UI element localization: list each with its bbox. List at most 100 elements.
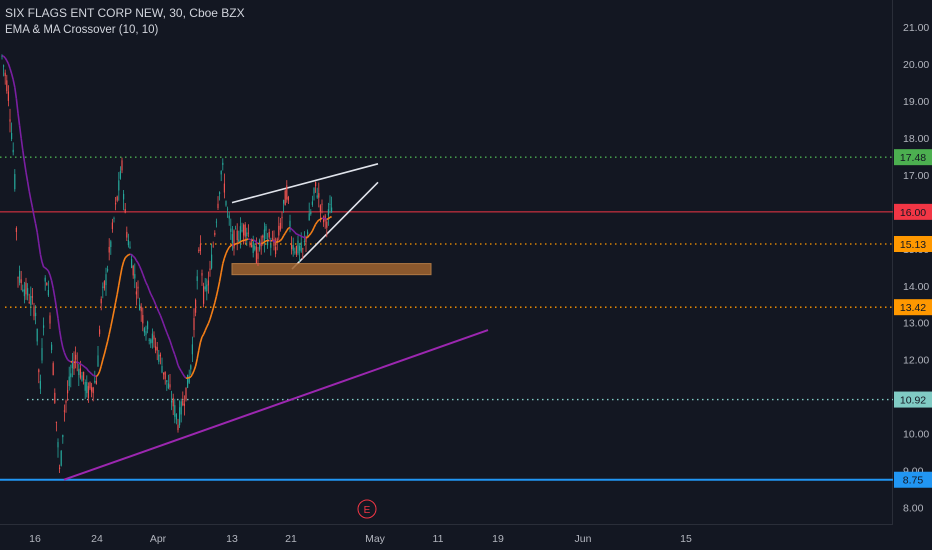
candle-body (116, 196, 118, 201)
candle-body (323, 217, 325, 223)
time-tick-label: 11 (433, 533, 444, 545)
ema-segment (41, 261, 45, 268)
event-marker[interactable]: E (357, 499, 377, 519)
ema-segment (263, 240, 267, 243)
drawings[interactable] (63, 163, 489, 481)
candle-body (305, 236, 307, 243)
candle-body (62, 434, 64, 438)
candle-body (155, 346, 157, 351)
wedge-line[interactable] (231, 163, 379, 204)
time-tick-label: 24 (91, 533, 103, 545)
candle-body (247, 232, 249, 234)
ema-segment (102, 353, 106, 360)
candle-body (287, 196, 289, 201)
symbol-title[interactable]: SIX FLAGS ENT CORP NEW, 30, Cboe BZX (5, 6, 245, 20)
wedge-line[interactable] (291, 181, 379, 270)
candle-body (191, 344, 193, 355)
candle-body (108, 246, 110, 253)
candle-body (84, 382, 86, 391)
candle-body (166, 380, 168, 383)
candle-body (52, 363, 54, 376)
indicator-legend[interactable]: EMA & MA Crossover (10, 10) (5, 24, 159, 36)
candle-body (73, 362, 75, 369)
ema-segment (207, 318, 211, 324)
candle-body (187, 374, 189, 388)
candle-body (129, 246, 131, 249)
candle-body (251, 245, 253, 248)
candle-body (148, 339, 150, 341)
candle-body (161, 366, 163, 373)
ema-line (1, 54, 332, 380)
ema-segment (67, 358, 70, 362)
price-zone[interactable] (231, 263, 432, 276)
price-tick-label: 12.00 (903, 355, 929, 367)
candle-body (147, 321, 149, 330)
ema-segment (108, 326, 112, 335)
candle-body (227, 208, 229, 210)
price-tick-label: 20.00 (903, 59, 929, 71)
ema-segment (121, 261, 125, 268)
ema-segment (218, 272, 222, 282)
candle-body (236, 230, 238, 241)
price-tag (894, 471, 932, 488)
ema-segment (318, 218, 321, 221)
candle-body (121, 160, 123, 171)
candle-body (92, 387, 94, 394)
ema-segment (18, 125, 22, 139)
ema-segment (111, 310, 115, 320)
candle-body (316, 195, 318, 198)
ema-segment (180, 370, 184, 375)
candle-body (289, 220, 291, 227)
price-tag-label: 10.92 (900, 395, 926, 407)
candle-body (207, 280, 209, 286)
ema-segment (206, 323, 210, 328)
ema-segment (135, 260, 139, 264)
candle-body (267, 239, 269, 246)
candle-body (188, 376, 190, 383)
price-tag (894, 299, 932, 316)
ema-segment (281, 235, 285, 240)
ema-segment (294, 231, 297, 235)
candle-body (331, 207, 333, 213)
horizontal-levels[interactable] (0, 156, 893, 481)
support-trendline[interactable] (63, 329, 489, 481)
ema-segment (210, 308, 214, 315)
ema-segment (126, 254, 129, 257)
candle-body (169, 384, 171, 388)
ema-segment (118, 275, 122, 286)
candle-body (153, 335, 155, 340)
candle-body (134, 274, 136, 279)
candle-body (110, 241, 112, 248)
candle-body (201, 273, 203, 276)
ema-segment (91, 373, 94, 376)
price-tag-label: 8.75 (903, 475, 924, 487)
event-marker-circle[interactable] (357, 499, 377, 519)
ema-segment (182, 373, 186, 377)
ema-segment (106, 334, 110, 342)
ema-segment (202, 330, 206, 335)
ema-segment (296, 233, 299, 236)
candle-body (254, 245, 256, 250)
candle-body (211, 254, 213, 269)
candle-body (279, 222, 281, 230)
candle-body (100, 298, 102, 304)
ema-segment (10, 73, 14, 80)
candle-body (271, 238, 273, 240)
price-tick-label: 13.00 (903, 318, 929, 330)
ema-segment (255, 241, 259, 245)
candle-body (119, 171, 121, 179)
price-tag (894, 149, 932, 166)
ema-segment (217, 281, 221, 290)
ema-segment (39, 254, 43, 263)
ema-segment (291, 228, 294, 232)
time-axis[interactable]: 16 24 Apr 13 21 May 11 19 Jun 15 (29, 533, 692, 545)
ema-segment (23, 161, 27, 173)
candle-body (124, 208, 126, 213)
candle-body (278, 225, 280, 236)
candle-body (327, 209, 329, 216)
candle-body (222, 162, 224, 165)
event-marker-label[interactable]: E (364, 505, 371, 516)
candle-body (137, 286, 139, 289)
candle-body (206, 284, 208, 292)
